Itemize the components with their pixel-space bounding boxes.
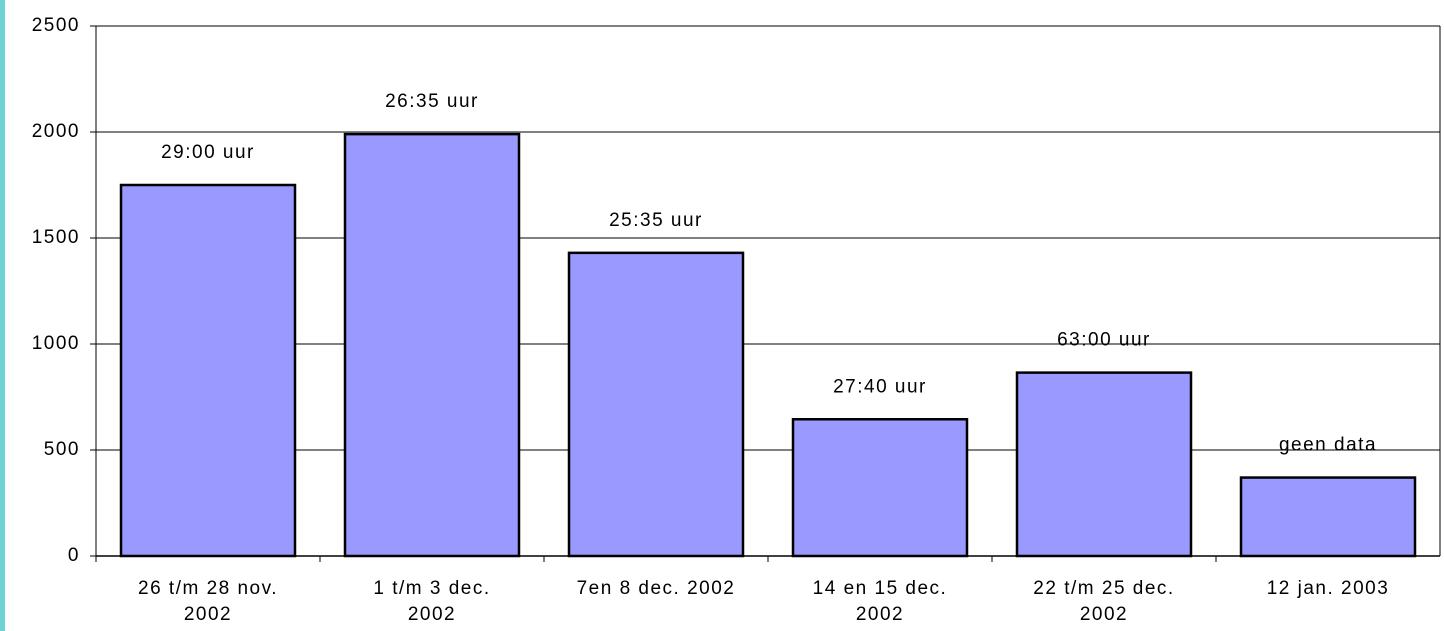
y-tick-label: 0 [68, 545, 80, 566]
x-tick-label: 22 t/m 25 dec. 2002 [1033, 578, 1175, 625]
bar [1239, 476, 1417, 558]
x-tick-label: 14 en 15 dec. 2002 [812, 578, 948, 625]
bar [119, 183, 297, 558]
side-strip [0, 0, 5, 631]
x-tick-label: 1 t/m 3 dec. 2002 [373, 578, 491, 625]
bar-annotation: 27:40 uur [833, 376, 927, 397]
bar-annotation: 63:00 uur [1057, 330, 1151, 351]
y-tick-label: 500 [44, 439, 80, 460]
y-tick-label: 1000 [32, 333, 80, 354]
bar-annotation: 26:35 uur [385, 91, 479, 112]
bar-annotation: geen data [1279, 435, 1377, 456]
bar-annotation: 25:35 uur [609, 210, 703, 231]
x-tick-label: 12 jan. 2003 [1266, 578, 1390, 599]
x-tick-label: 26 t/m 28 nov. 2002 [138, 578, 278, 625]
y-tick-label: 2500 [32, 15, 80, 36]
y-tick-label: 1500 [32, 227, 80, 248]
bar [791, 418, 969, 558]
bar [567, 251, 745, 558]
y-tick-label: 2000 [32, 121, 80, 142]
x-tick-label: 7en 8 dec. 2002 [576, 578, 736, 599]
bar [343, 132, 521, 558]
bar-annotation: 29:00 uur [161, 142, 255, 163]
bar [1015, 371, 1193, 558]
